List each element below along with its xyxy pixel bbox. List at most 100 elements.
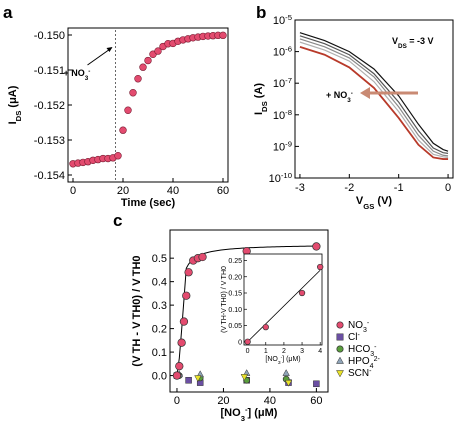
panel-a-point: [114, 152, 122, 160]
panel-a-point: [134, 75, 142, 83]
panel-a-ytick-label: -0.151: [34, 65, 65, 77]
panel-b-curve: [299, 46, 449, 160]
panel-b-ytick-label: 10-10: [269, 171, 292, 186]
panel-c-ytick-label: 0.5: [152, 253, 167, 265]
inset-xlabel: [NO3-] (μM): [265, 356, 300, 366]
panel-c-point-no3: [312, 242, 321, 251]
panel-c-ylabel: (V TH - V TH0) / V TH0: [131, 255, 143, 366]
inset-xtick-label: 3: [300, 348, 304, 355]
panel-b-arrow-head: [360, 87, 370, 99]
inset-ylabel: (V TH-V TH0) / V TH0: [221, 266, 228, 333]
panel-a-ytick-label: -0.153: [34, 135, 65, 147]
panel-a-annotation: + NO3-: [64, 68, 91, 82]
panel-a-point: [144, 56, 152, 65]
panel-b-vds-label: VDS = -3 V: [392, 36, 434, 50]
panel-c-point-no3: [184, 268, 193, 277]
panel-b-xtick-label: -1: [394, 182, 404, 194]
panel-c-ytick-label: 0.0: [152, 371, 167, 383]
panel-a-xtick-label: 0: [70, 185, 76, 197]
panel-c-ytick-label: 0.2: [152, 324, 167, 336]
panel-c-frame: [169, 229, 329, 393]
panel-c-point-no3: [198, 252, 207, 262]
panel-a-point: [139, 63, 147, 71]
inset-ytick-label: 0.20: [228, 274, 242, 281]
panel-c-legend-marker: [336, 356, 344, 364]
inset-point: [244, 338, 251, 345]
panel-c-xtick-label: 60: [310, 395, 322, 407]
inset-fit-line: [247, 269, 321, 343]
panel-c: 0 20 40 600.00.10.20.30.40.5[NO3-] (μM)(V T…: [131, 229, 380, 423]
inset-xtick-label: 4: [318, 348, 322, 355]
panel-c-ytick-label: 0.1: [152, 347, 167, 359]
panel-c-point-hpo: [282, 369, 290, 376]
inset-point: [262, 323, 269, 331]
panel-a-xlabel: Time (sec): [121, 197, 176, 209]
inset-ytick-label: 0: [238, 339, 242, 346]
panel-a-xtick-label: 60: [217, 185, 229, 197]
panel-c-legend-label: HPO42-: [348, 356, 380, 370]
panel-b-ytick-label: 10-5: [273, 13, 292, 28]
panel-c-point-no3: [182, 291, 191, 300]
inset-frame: [243, 253, 323, 346]
panel-b-xlabel: VGS (V): [356, 195, 393, 211]
panel-a-xtick-label: 20: [117, 185, 129, 197]
panel-c-point-cl: [313, 380, 320, 388]
panel-c-ytick-label: 0.4: [152, 277, 167, 289]
inset-point: [317, 263, 324, 271]
panel-a-ylabel: IDS (μA): [7, 85, 23, 124]
panel-c-legend-marker: [336, 345, 344, 353]
panel-b-xtick-label: -3: [295, 182, 305, 194]
panel-label-a: a: [3, 3, 13, 22]
panel-c-legend-label: SCN-: [348, 368, 372, 380]
inset-ytick-label: 0.15: [228, 291, 242, 298]
panel-c-xtick-label: 40: [264, 395, 276, 407]
panel-a-ytick-label: -0.152: [34, 100, 65, 112]
panel-a-ytick-label: -0.150: [34, 30, 65, 42]
panel-a-point: [124, 106, 132, 114]
panel-b-curve: [299, 35, 449, 154]
panel-b-ytick-label: 10-9: [273, 139, 292, 154]
panel-a-point: [154, 47, 162, 55]
panel-a-xtick-label: 40: [167, 185, 179, 197]
inset-xtick-label: 2: [282, 348, 286, 355]
panel-c-point-scn: [284, 379, 293, 387]
panel-c-point-scn: [240, 374, 249, 381]
panel-c-legend-label: HCO3-: [348, 344, 377, 358]
panel-b-annotation: + NO3-: [326, 90, 353, 104]
inset-xtick-label: 0: [246, 348, 250, 355]
panel-label-c: c: [113, 211, 122, 230]
panel-b-ytick-label: 10-8: [273, 107, 292, 122]
panel-a-point: [219, 31, 227, 40]
inset-point: [298, 289, 306, 297]
panel-a-point: [129, 89, 137, 97]
panel-a-arrow-head: [106, 47, 113, 52]
panel-c-point-cl: [185, 377, 192, 384]
panel-label-b: b: [256, 3, 266, 22]
panel-a-arrow: [87, 47, 112, 66]
panel-a-ytick-label: -0.154: [34, 170, 65, 182]
panel-b-ytick-label: 10-7: [273, 76, 292, 91]
panel-c-legend-label: NO3-: [348, 320, 370, 334]
panel-c-xlabel: [NO3-] (μM): [221, 405, 278, 423]
panel-c-point-no3: [179, 317, 189, 326]
panel-c-point-no3: [177, 338, 186, 347]
panel-c-point-scn: [194, 375, 202, 383]
panel-a-point: [119, 126, 127, 134]
panel-c-ytick-label: 0.3: [152, 300, 167, 312]
panel-b-ytick-label: 10-6: [273, 44, 292, 59]
panel-b-curve: [299, 41, 449, 159]
panel-c-legend-marker: [336, 370, 344, 378]
inset-xtick-label: 1: [264, 348, 268, 355]
panel-b-frame: [294, 19, 454, 179]
panel-c-legend-marker: [336, 321, 344, 329]
panel-c-xtick-label: 20: [217, 395, 229, 407]
inset-ytick-label: 0.05: [228, 323, 242, 330]
panel-b: -3 -2 -1 0 10-10 10-9 10-8 10-7 10-6 10-5 VGS (V) I…: [253, 13, 454, 211]
panel-b-xtick-label: -2: [344, 182, 354, 194]
panel-c-legend-marker: [336, 333, 344, 341]
inset-ytick-label: 0.25: [228, 258, 242, 265]
panel-b-curve: [299, 38, 449, 157]
panel-b-xtick-label: 0: [445, 182, 451, 194]
inset-ytick-label: 0.10: [228, 307, 242, 314]
